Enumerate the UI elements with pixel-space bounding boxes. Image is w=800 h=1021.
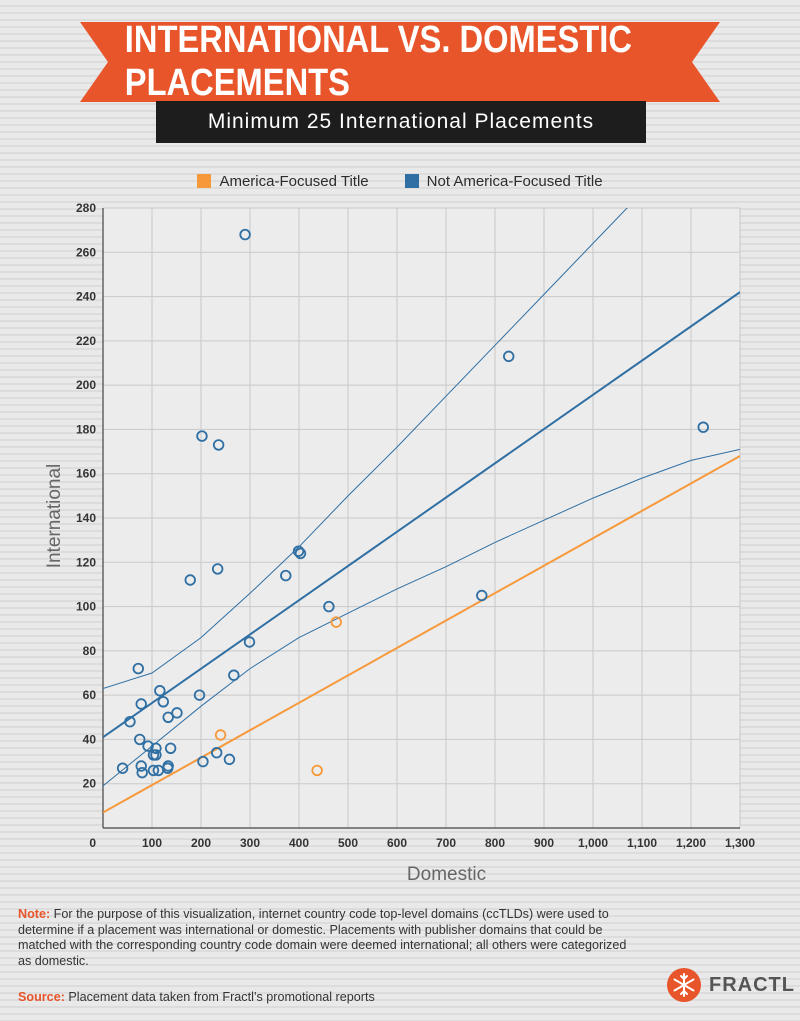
source-text: Placement data taken from Fractl’s promo… [64,990,375,1004]
y-tick-label: 40 [83,732,97,746]
not-america-focused-title-trend-line [103,291,740,739]
legend-swatch-not-america [404,174,419,188]
not-america-focused-title-point [162,711,174,723]
x-tick-label: 500 [338,836,358,850]
x-tick-label: 700 [436,836,456,850]
y-tick-label: 200 [76,378,96,392]
not-america-focused-title-point [211,563,224,575]
not-america-focused-title-point [116,762,129,774]
source-note: Source: Placement data taken from Fractl… [18,990,638,1004]
origin-label: 0 [89,836,96,850]
not-america-focused-title-point [135,760,147,772]
y-tick-label: 220 [76,334,96,348]
not-america-focused-title-point [134,733,146,746]
scatter-chart: 100 200 300 400 500 600 700 800 900 1,000 1,100 1,2… [44,201,755,885]
not-america-focused-title-point [294,547,307,560]
not-america-focused-title-point [503,350,515,363]
not-america-focused-title-point [154,685,166,697]
y-tick-label: 260 [76,245,96,259]
not-america-focused-title-point [150,742,162,754]
not-america-focused-title-point [150,749,162,761]
plot-marks [103,208,740,814]
not-america-focused-title-point [243,636,256,648]
not-america-focused-title-point [212,439,225,451]
x-tick-label: 900 [534,836,554,850]
y-tick-label: 80 [83,644,97,658]
legend-item-america: America-Focused Title [197,172,369,190]
legend-label-america: America-Focused Title [219,172,369,190]
y-tick-label: 240 [76,290,96,304]
not-america-focused-title-point [280,569,292,582]
america-focused-title-trend-line [103,455,740,814]
not-america-focused-title-point [184,574,196,586]
footnote-label: Note: [18,907,51,921]
not-america-focused-title-point [323,600,335,613]
not-america-focused-title-point [136,766,148,779]
america-focused-title-point [311,764,323,777]
logo-text: FRACTL [709,973,795,996]
y-tick-label: 20 [83,777,97,791]
not-america-focused-title-point [223,753,236,766]
not-america-focused-title-point [193,689,206,701]
x-tick-label: 300 [240,836,260,850]
not-america-focused-title-point [135,698,147,710]
y-axis-label: International [44,464,65,569]
x-tick-label: 1,100 [627,836,657,850]
snowflake-icon [667,968,701,1002]
not-america-focused-title-point [197,755,209,768]
not-america-focused-title-point [157,696,169,708]
not-america-focused-title-point [196,430,208,442]
not-america-focused-title-point [476,589,488,602]
legend: America-Focused Title Not America-Focuse… [0,170,800,192]
page-subtitle: Minimum 25 International Placements [156,101,646,143]
not-america-focused-title-upper-band [103,208,628,689]
not-america-focused-title-point [228,669,240,681]
x-axis-label: Domestic [407,864,486,885]
legend-swatch-america [197,174,212,188]
not-america-focused-title-point [292,545,305,557]
not-america-focused-title-point [162,760,174,772]
not-america-focused-title-point [124,716,136,728]
title-banner: INTERNATIONAL VS. DOMESTIC PLACEMENTS [80,19,720,104]
fractl-logo: FRACTL [667,968,795,1002]
footnote-text: For the purpose of this visualization, i… [18,907,627,968]
not-america-focused-title-point [171,707,183,719]
not-america-focused-title-point [164,742,177,754]
y-tick-label: 280 [76,201,96,215]
x-tick-label: 1,300 [725,836,755,850]
y-tick-label: 140 [76,511,96,525]
footnote: Note: For the purpose of this visualizat… [18,907,638,969]
legend-item-not-america: Not America-Focused Title [404,172,603,190]
america-focused-title-point [330,616,342,628]
x-tick-label: 1,200 [676,836,706,850]
y-tick-label: 100 [76,600,96,614]
x-tick-label: 200 [191,836,211,850]
x-tick-label: 600 [387,836,407,850]
not-america-focused-title-point [142,740,154,752]
not-america-focused-title-point [239,228,251,241]
y-tick-label: 120 [76,555,96,569]
y-tick-label: 180 [76,422,96,436]
x-tick-label: 100 [142,836,162,850]
page-title: INTERNATIONAL VS. DOMESTIC PLACEMENTS [124,19,632,104]
not-america-focused-title-point [147,764,160,777]
not-america-focused-title-point [210,747,223,759]
x-tick-label: 800 [485,836,505,850]
x-tick-label: 400 [289,836,309,850]
x-tick-label: 1,000 [578,836,608,850]
not-america-focused-title-point [132,662,144,675]
not-america-focused-title-lower-band [103,448,740,787]
y-tick-label: 60 [83,688,97,702]
y-tick-label: 160 [76,467,96,481]
source-label: Source: [18,990,65,1004]
banner-ribbon [80,22,720,102]
america-focused-title-point [214,729,227,741]
legend-label-not-america: Not America-Focused Title [426,172,603,190]
not-america-focused-title-point [697,421,709,433]
